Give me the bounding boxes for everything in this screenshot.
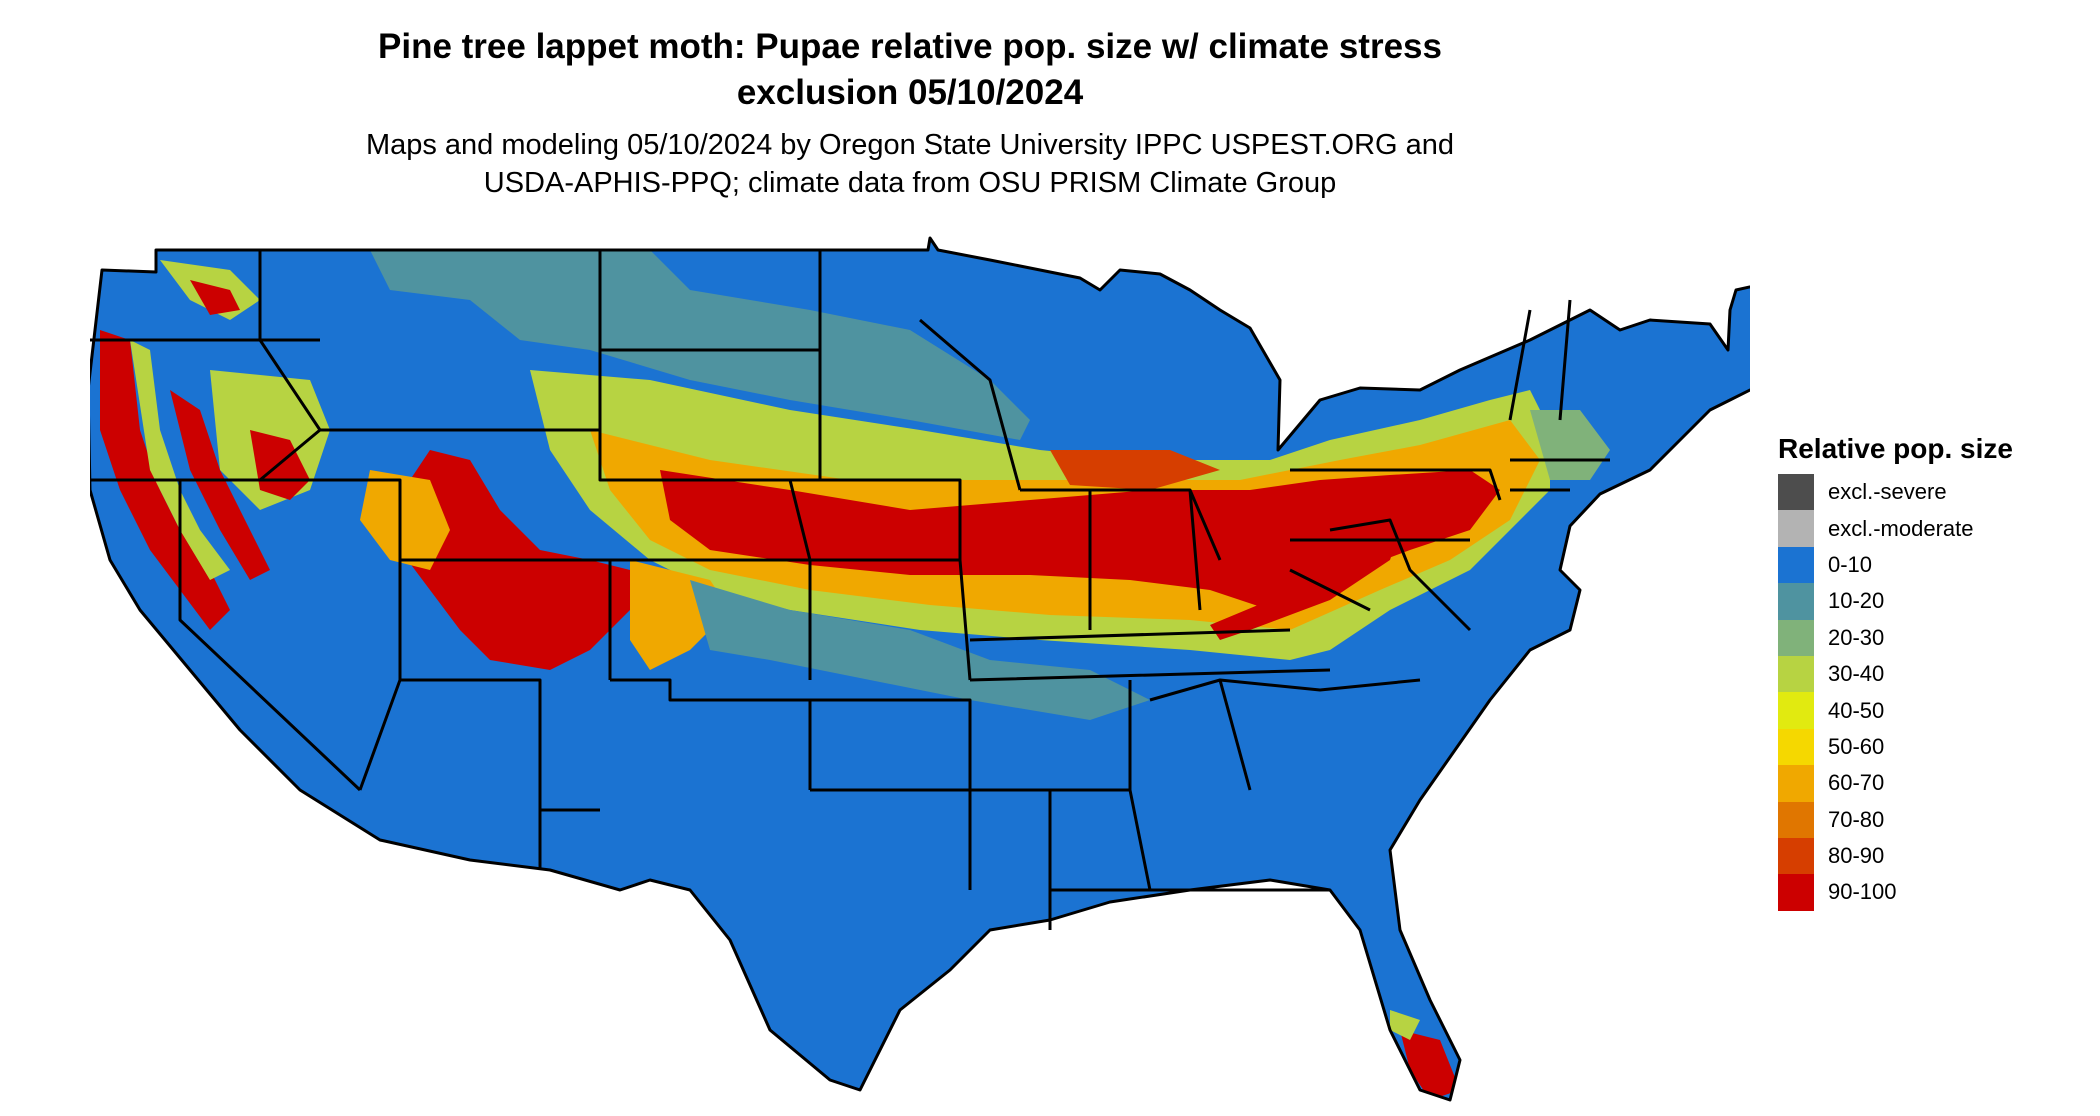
legend-swatch (1778, 728, 1814, 766)
border-ok-tx (610, 678, 812, 790)
legend-swatch (1778, 692, 1814, 729)
border-wi (919, 318, 1022, 491)
legend-label: excl.-moderate (1828, 515, 1974, 541)
legend: Relative pop. size excl.-severe excl.-mod… (1778, 432, 2088, 911)
border-ga-sc-nc (1149, 678, 1421, 791)
southwest-mountains-60-70 (360, 470, 450, 570)
border-new-england (1508, 299, 1610, 492)
legend-swatch (1778, 801, 1814, 838)
northern-plains-10-20-region (370, 250, 1030, 440)
legend-swatch (1778, 619, 1814, 656)
legend-label: 30-40 (1828, 661, 1885, 687)
border-ia-mo (790, 478, 972, 681)
border-id (258, 250, 322, 482)
legend-item: 60-70 (1778, 765, 2088, 802)
state-borders (90, 236, 1750, 1102)
border-mo-ar (810, 698, 972, 790)
sierra-nevada-90-100 (170, 390, 270, 580)
pacific-coast-30-40 (130, 340, 230, 580)
border-az-nm (400, 678, 542, 870)
florida-tip-90-100 (1400, 1030, 1460, 1100)
legend-item: 70-80 (1778, 801, 2088, 838)
border-ne (598, 430, 812, 561)
legend-item: 90-100 (1778, 874, 2088, 911)
map-subtitle-line-2: USDA-APHIS-PPQ; climate data from OSU PR… (483, 167, 1337, 199)
central-90-100-core (660, 470, 1500, 610)
legend-label: 80-90 (1828, 843, 1885, 869)
legend-label: 50-60 (1828, 733, 1885, 759)
border-dakotas (598, 250, 820, 430)
border-ut-az (260, 478, 402, 791)
legend-swatch (1778, 546, 1814, 584)
legend-item: 80-90 (1778, 837, 2088, 875)
legend-swatch (1778, 474, 1814, 511)
legend-items: excl.-severe excl.-moderate 0-10 10-20 20-30… (1778, 474, 2088, 911)
legend-item: 40-50 (1778, 692, 2088, 729)
southern-plains-10-20-fringe (690, 580, 1150, 720)
legend-item: 0-10 (1778, 546, 2088, 584)
legend-item: 30-40 (1778, 655, 2088, 693)
cascades-90-100 (190, 280, 240, 315)
border-va-wv-md (1289, 518, 1472, 632)
map-title-line-1: Pine tree lappet moth: Pupae relative po… (378, 27, 1442, 66)
legend-item: excl.-severe (1778, 474, 2088, 511)
map-subtitle: Maps and modeling 05/10/2024 by Oregon S… (240, 126, 1580, 202)
map-title: Pine tree lappet moth: Pupae relative po… (240, 24, 1580, 116)
legend-label: 0-10 (1828, 551, 1873, 577)
florida-tip-30-40 (1390, 1010, 1420, 1040)
map-fill-layer (90, 238, 1750, 1100)
border-il-in-oh (1020, 488, 1222, 630)
border-tn-ky (969, 628, 1331, 682)
new-england-30-40 (1530, 410, 1610, 480)
map-title-line-2: exclusion 05/10/2024 (736, 73, 1084, 112)
appalachian-90-100-arm (1210, 500, 1410, 640)
legend-label: 60-70 (1828, 770, 1885, 796)
legend-label: 10-20 (1828, 588, 1885, 614)
legend-label: 40-50 (1828, 697, 1885, 723)
legend-swatch (1778, 583, 1814, 620)
border-al-ga (1050, 680, 1152, 891)
border-ca-nv (178, 480, 362, 792)
legend-swatch (1778, 510, 1814, 547)
legend-label: 90-100 (1828, 879, 1897, 905)
legend-swatch (1778, 655, 1814, 693)
border-pa-ny (1290, 468, 1502, 542)
legend-label: excl.-severe (1828, 479, 1947, 505)
legend-item: 50-60 (1778, 728, 2088, 766)
legend-item: 10-20 (1778, 583, 2088, 620)
legend-title: Relative pop. size (1778, 433, 2013, 464)
legend-item: 20-30 (1778, 619, 2088, 656)
legend-swatch (1778, 837, 1814, 875)
legend-item: excl.-moderate (1778, 510, 2088, 547)
legend-label: 20-30 (1828, 624, 1885, 650)
us-population-map (90, 236, 1750, 1102)
central-80-90-fringe (1050, 450, 1220, 490)
map-subtitle-line-1: Maps and modeling 05/10/2024 by Oregon S… (365, 129, 1455, 161)
legend-swatch (1778, 874, 1814, 911)
legend-swatch (1778, 765, 1814, 802)
legend-label: 70-80 (1828, 806, 1885, 832)
